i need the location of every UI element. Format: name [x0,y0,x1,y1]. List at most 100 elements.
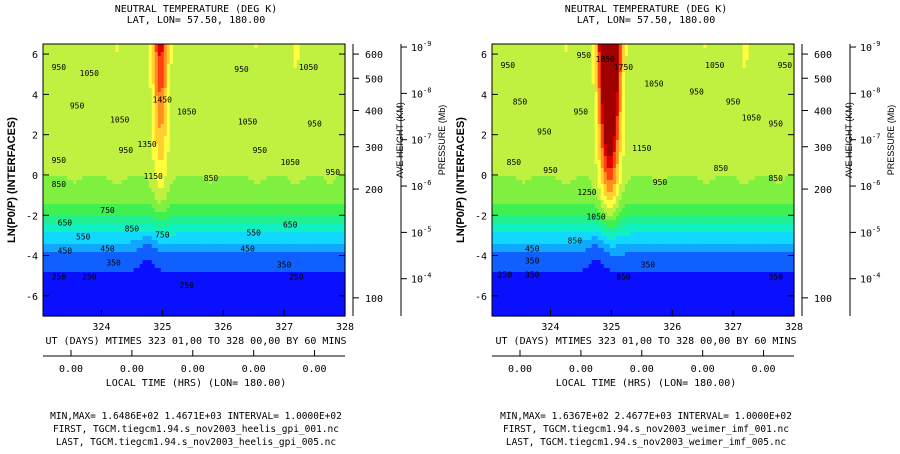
heatmap-cell [61,256,65,261]
heatmap-cell [46,248,50,253]
heatmap-cell [85,212,89,217]
heatmap-cell [55,248,59,253]
heatmap-cell [82,60,86,65]
heatmap-cell [91,44,95,49]
heatmap-cell [91,164,95,169]
heatmap-cell [52,252,56,257]
heatmap-cell [43,112,47,117]
heatmap-cell [46,84,50,89]
heatmap-cell [94,76,98,81]
heatmap-cell [82,132,86,137]
heatmap-cell [79,232,83,237]
heatmap-cell [94,92,98,97]
heatmap-cell [88,156,92,161]
heatmap-cell [82,124,86,129]
heatmap-cell [58,188,62,193]
heatmap-cell [49,164,53,169]
heatmap-cell [91,304,95,309]
heatmap-cell [85,56,89,61]
heatmap-cell [94,244,98,249]
heatmap-cell [88,76,92,81]
heatmap-cell [85,304,89,309]
heatmap-cell [67,148,71,153]
heatmap-cell [70,112,74,117]
heatmap-cell [43,116,47,121]
heatmap-cell [76,268,80,273]
heatmap-cell [70,304,74,309]
heatmap-cell [67,80,71,85]
heatmap-cell [61,248,65,253]
heatmap-cell [85,204,89,209]
heatmap-cell [79,220,83,225]
heatmap-cell [58,92,62,97]
heatmap-cell [79,148,83,153]
heatmap-cell [55,200,59,205]
heatmap-cell [49,252,53,257]
heatmap-cell [49,292,53,297]
heatmap-cell [94,272,98,277]
heatmap-cell [91,88,95,93]
heatmap-cell [88,164,92,169]
heatmap-cell [46,160,50,165]
heatmap-cell [55,104,59,109]
heatmap-cell [43,72,47,77]
heatmap-cell [82,108,86,113]
heatmap-cell [58,116,62,121]
heatmap-cell [82,240,86,245]
heatmap-cell [97,128,101,133]
heatmap-cell [88,184,92,189]
heatmap-cell [88,112,92,117]
heatmap-cell [61,236,65,241]
heatmap-cell [85,308,89,313]
heatmap-cell [76,104,80,109]
heatmap-cell [73,48,77,53]
heatmap-cell [49,108,53,113]
heatmap-cell [94,196,98,201]
heatmap-cell [82,292,86,297]
heatmap-cell [94,224,98,229]
heatmap-cell [67,220,71,225]
heatmap-cell [76,180,80,185]
heatmap-cell [70,140,74,145]
heatmap-cell [76,160,80,165]
heatmap-cell [58,196,62,201]
heatmap-cell [67,156,71,161]
heatmap-cell [46,112,50,117]
heatmap-cell [52,300,56,305]
heatmap-cell [88,100,92,105]
heatmap-cell [85,80,89,85]
heatmap-cell [94,100,98,105]
heatmap-cell [79,136,83,141]
heatmap-cell [55,160,59,165]
heatmap-cell [49,60,53,65]
heatmap-cell [58,168,62,173]
heatmap-cell [88,280,92,285]
heatmap-cell [94,108,98,113]
heatmap-cell [79,296,83,301]
heatmap-cell [49,208,53,213]
heatmap-cell [52,112,56,117]
heatmap-cell [49,92,53,97]
heatmap-cell [43,268,47,273]
heatmap-cell [82,272,86,277]
heatmap-cell [46,292,50,297]
heatmap-cell [52,132,56,137]
heatmap-cell [49,88,53,93]
heatmap-cell [85,312,89,317]
heatmap-cell [49,312,53,317]
heatmap-cell [85,60,89,65]
heatmap-cell [73,284,77,289]
heatmap-cell [52,292,56,297]
heatmap-cell [73,212,77,217]
heatmap-cell [88,212,92,217]
heatmap-cell [61,148,65,153]
heatmap-cell [55,60,59,65]
heatmap-cell [73,156,77,161]
heatmap-cell [46,216,50,221]
heatmap-cell [91,80,95,85]
heatmap-cell [58,176,62,181]
heatmap-cell [82,72,86,77]
heatmap-cell [67,268,71,273]
heatmap-cell [82,244,86,249]
heatmap-cell [73,280,77,285]
